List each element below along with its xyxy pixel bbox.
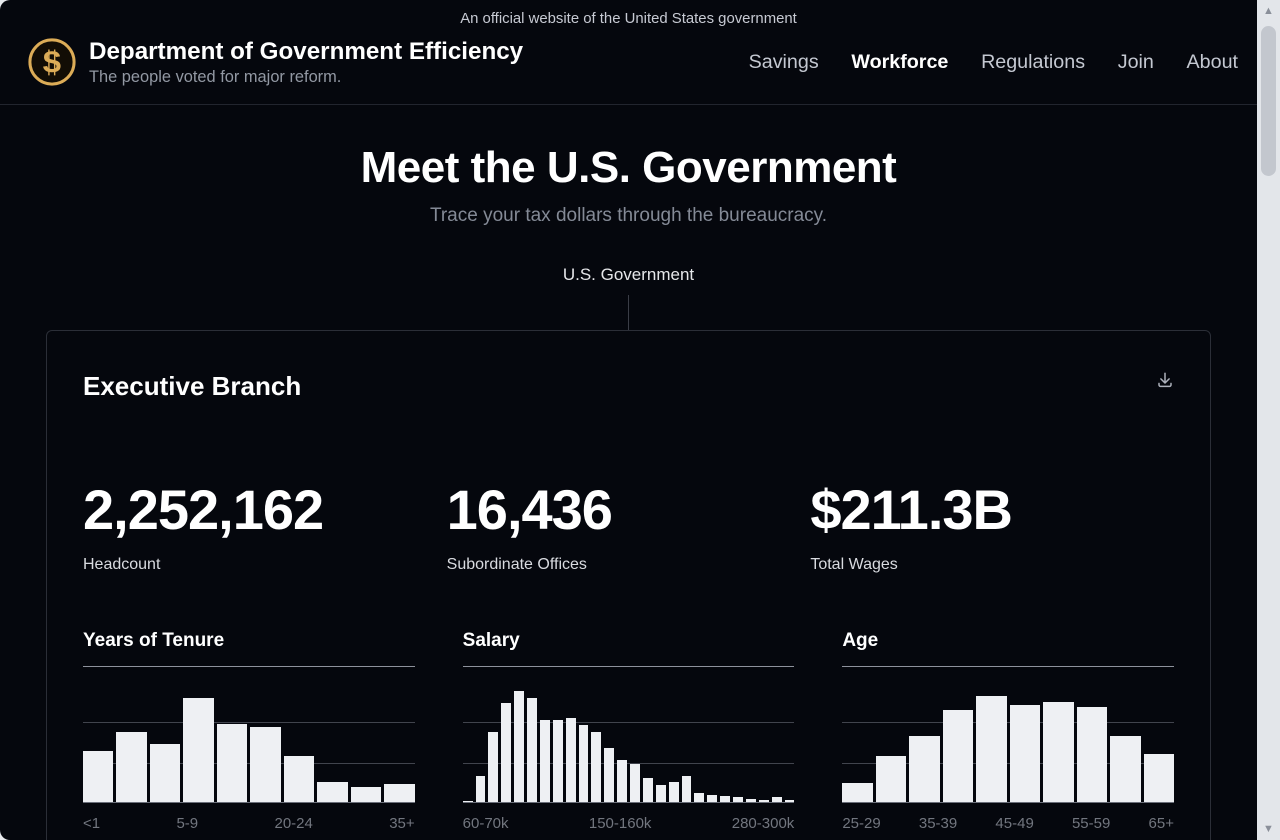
svg-text:S: S bbox=[42, 47, 61, 79]
